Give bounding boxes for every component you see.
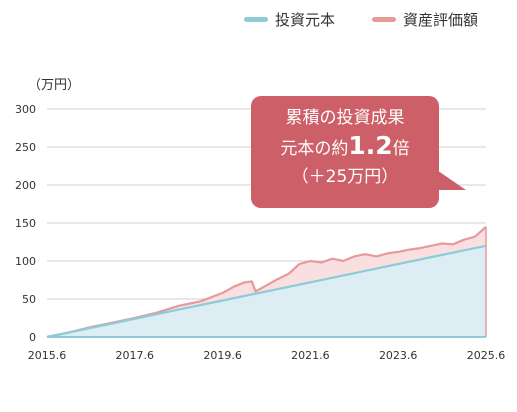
x-tick-label: 2023.6	[379, 349, 418, 362]
legend-principal-label: 投資元本	[275, 11, 336, 29]
y-tick-label: 0	[29, 331, 36, 344]
x-tick-label: 2019.6	[203, 349, 242, 362]
y-tick-label: 50	[22, 293, 36, 306]
y-axis-unit: （万円）	[28, 78, 81, 93]
y-tick-labels: 0 50 100 150 200 250 300	[15, 103, 36, 344]
principal-line	[46, 244, 487, 339]
y-tick-label: 250	[15, 141, 36, 154]
legend-principal-swatch	[244, 17, 268, 22]
y-tick-label: 300	[15, 103, 36, 116]
x-tick-label: 2021.6	[291, 349, 330, 362]
callout-box: 累積の投資成果 元本の約1.2倍 （＋25万円）	[251, 96, 439, 208]
legend-valuation-label: 資産評価額	[403, 11, 479, 29]
x-tick-label: 2015.6	[28, 349, 67, 362]
y-tick-label: 200	[15, 179, 36, 192]
callout-line2-pre: 元本の約	[280, 139, 349, 159]
callout-line1: 累積の投資成果	[285, 108, 405, 128]
valuation-line	[46, 225, 487, 339]
legend-valuation: 資産評価額	[372, 9, 478, 30]
y-tick-label: 100	[15, 255, 36, 268]
legend-principal: 投資元本	[244, 9, 335, 30]
x-tick-label: 2025.6	[467, 349, 506, 362]
callout-line3: （＋25万円）	[291, 167, 399, 187]
legend-valuation-swatch	[372, 17, 396, 22]
x-tick-label: 2017.6	[116, 349, 155, 362]
y-tick-label: 150	[15, 217, 36, 230]
x-tick-labels: 2015.6 2017.6 2019.6 2021.6 2023.6 2025.6	[28, 349, 506, 362]
callout-line2: 元本の約1.2倍	[251, 132, 439, 163]
callout-line2-post: 倍	[392, 139, 410, 159]
callout-multiplier: 1.2	[348, 131, 393, 160]
